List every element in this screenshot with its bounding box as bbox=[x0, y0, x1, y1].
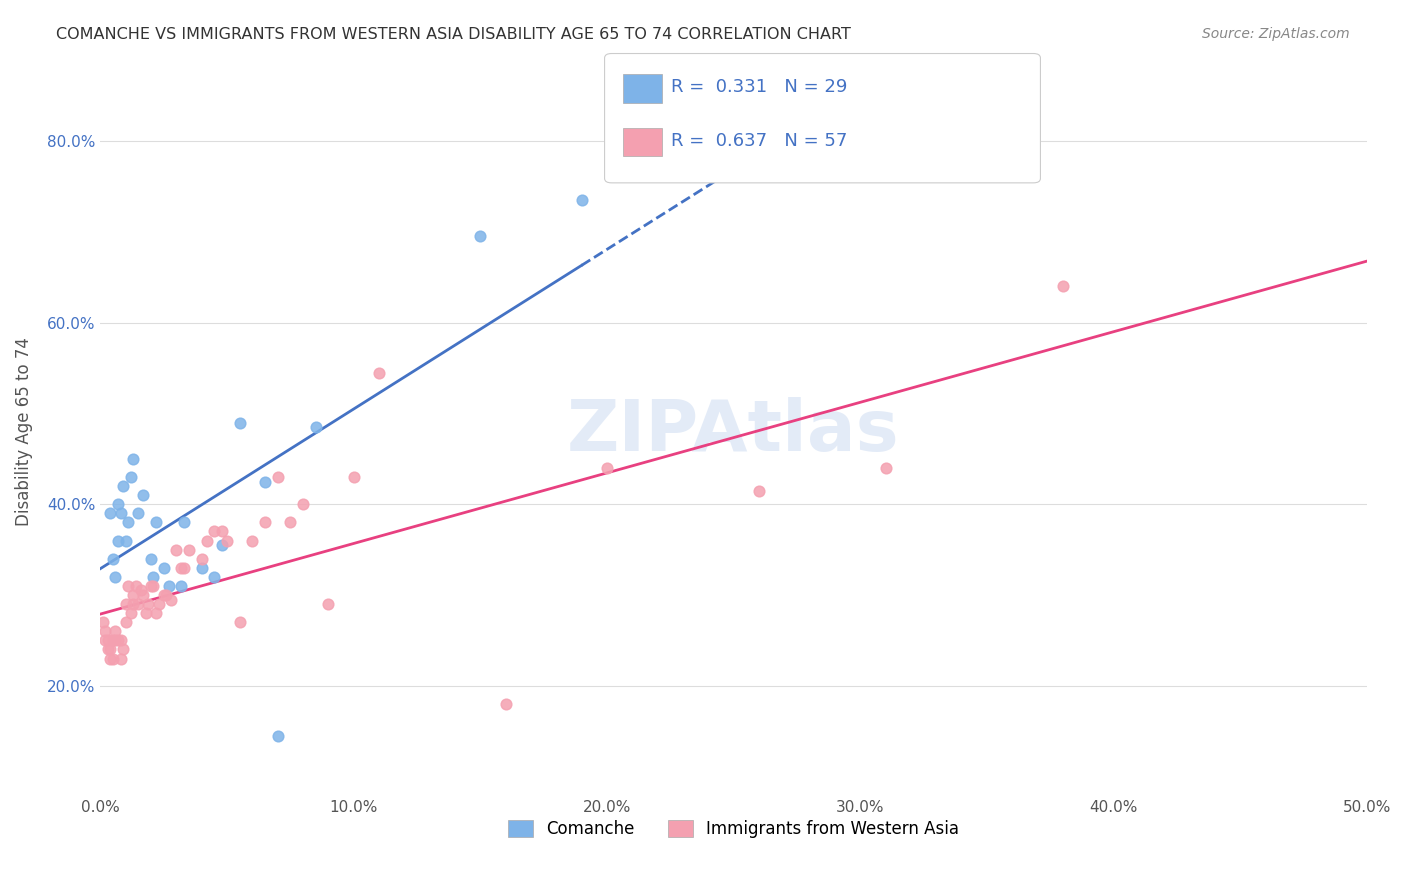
Point bbox=[596, 461, 619, 475]
Point bbox=[107, 497, 129, 511]
Point bbox=[91, 615, 114, 630]
Point bbox=[135, 606, 157, 620]
Point bbox=[266, 470, 288, 484]
Point bbox=[122, 597, 145, 611]
Point bbox=[253, 516, 276, 530]
Point bbox=[101, 551, 124, 566]
Point bbox=[138, 597, 160, 611]
Point bbox=[107, 533, 129, 548]
Point bbox=[101, 633, 124, 648]
Point bbox=[215, 533, 238, 548]
Point bbox=[170, 561, 193, 575]
Point bbox=[129, 583, 152, 598]
Point bbox=[160, 592, 183, 607]
Point bbox=[110, 651, 132, 665]
Point bbox=[122, 588, 145, 602]
Text: R =  0.331   N = 29: R = 0.331 N = 29 bbox=[671, 78, 846, 96]
Point bbox=[316, 597, 339, 611]
Point bbox=[211, 538, 233, 552]
Point bbox=[148, 597, 170, 611]
Point bbox=[104, 624, 127, 639]
Point bbox=[100, 506, 122, 520]
Point bbox=[132, 488, 155, 502]
Point bbox=[114, 615, 136, 630]
Point bbox=[195, 533, 218, 548]
Point bbox=[110, 633, 132, 648]
Point bbox=[253, 475, 276, 489]
Point bbox=[571, 193, 593, 207]
Point bbox=[127, 597, 149, 611]
Point bbox=[142, 570, 165, 584]
Point bbox=[170, 579, 193, 593]
Legend: Comanche, Immigrants from Western Asia: Comanche, Immigrants from Western Asia bbox=[501, 813, 966, 845]
Text: ZIPAtlas: ZIPAtlas bbox=[567, 397, 900, 467]
Point bbox=[367, 366, 389, 380]
Point bbox=[165, 542, 187, 557]
Point bbox=[173, 516, 195, 530]
Point bbox=[94, 624, 117, 639]
Point bbox=[104, 633, 127, 648]
Point bbox=[114, 597, 136, 611]
Text: Source: ZipAtlas.com: Source: ZipAtlas.com bbox=[1202, 27, 1350, 41]
Point bbox=[152, 588, 174, 602]
Point bbox=[266, 729, 288, 743]
Point bbox=[342, 470, 364, 484]
Point bbox=[190, 551, 212, 566]
Point bbox=[100, 642, 122, 657]
Point bbox=[112, 642, 135, 657]
Point bbox=[139, 579, 162, 593]
Point bbox=[240, 533, 263, 548]
Point bbox=[495, 697, 517, 711]
Point bbox=[177, 542, 200, 557]
Point bbox=[112, 479, 135, 493]
Point bbox=[291, 497, 314, 511]
Point bbox=[120, 470, 142, 484]
Point bbox=[122, 451, 145, 466]
Point bbox=[145, 516, 167, 530]
Point bbox=[110, 506, 132, 520]
Point bbox=[139, 551, 162, 566]
Point bbox=[127, 506, 149, 520]
Point bbox=[748, 483, 770, 498]
Point bbox=[101, 651, 124, 665]
Point bbox=[120, 606, 142, 620]
Point bbox=[114, 533, 136, 548]
Point bbox=[1052, 279, 1074, 293]
Point bbox=[152, 561, 174, 575]
Y-axis label: Disability Age 65 to 74: Disability Age 65 to 74 bbox=[15, 337, 32, 526]
Text: COMANCHE VS IMMIGRANTS FROM WESTERN ASIA DISABILITY AGE 65 TO 74 CORRELATION CHA: COMANCHE VS IMMIGRANTS FROM WESTERN ASIA… bbox=[56, 27, 851, 42]
Point bbox=[145, 606, 167, 620]
Point bbox=[228, 416, 250, 430]
Point bbox=[155, 588, 177, 602]
Point bbox=[117, 579, 139, 593]
Point bbox=[100, 651, 122, 665]
Point bbox=[190, 561, 212, 575]
Point bbox=[97, 633, 120, 648]
Point bbox=[125, 579, 148, 593]
Point bbox=[875, 461, 897, 475]
Point bbox=[104, 570, 127, 584]
Point bbox=[132, 588, 155, 602]
Point bbox=[97, 642, 120, 657]
Point bbox=[107, 633, 129, 648]
Point bbox=[173, 561, 195, 575]
Point bbox=[202, 524, 225, 539]
Point bbox=[94, 633, 117, 648]
Point bbox=[211, 524, 233, 539]
Text: R =  0.637   N = 57: R = 0.637 N = 57 bbox=[671, 132, 846, 150]
Point bbox=[117, 516, 139, 530]
Point bbox=[228, 615, 250, 630]
Point bbox=[304, 420, 326, 434]
Point bbox=[202, 570, 225, 584]
Point bbox=[142, 579, 165, 593]
Point bbox=[470, 229, 492, 244]
Point bbox=[157, 579, 180, 593]
Point bbox=[278, 516, 301, 530]
